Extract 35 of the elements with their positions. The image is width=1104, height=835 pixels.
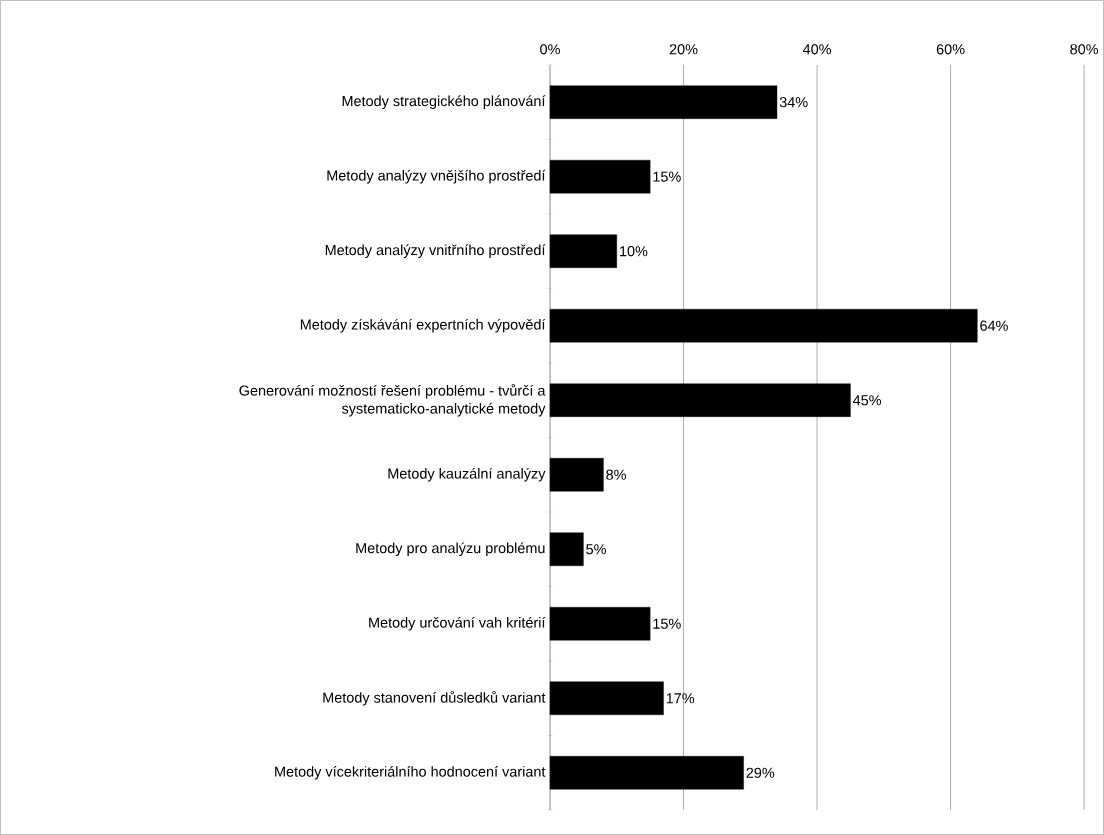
x-tick-label: 20% (669, 44, 698, 55)
bar (549, 85, 778, 119)
data-label: 17% (666, 693, 695, 704)
y-tick-label: Metody analýzy vnitřního prostředí (325, 244, 546, 259)
y-tick-label: Metody pro analýzu problému (356, 542, 545, 557)
data-label: 8% (606, 469, 626, 480)
bar (549, 383, 851, 417)
data-label: 45% (852, 395, 882, 406)
x-tick-label: 60% (936, 44, 965, 55)
data-label: 15% (653, 618, 681, 629)
x-tick-label: 0% (540, 44, 560, 55)
y-tick-label: Metody získávání expertních výpovědí (300, 318, 546, 333)
bar (549, 234, 617, 268)
bar (549, 681, 664, 716)
y-tick-label: Metody určování vah kritérií (369, 616, 546, 631)
bar (549, 309, 978, 343)
bar (549, 160, 651, 194)
y-tick-label: Metody strategického plánování (342, 95, 546, 110)
y-tick-label: Generování možností řešení problému - tvůrčí a systematicko-analytické metody (239, 383, 546, 417)
bar (549, 756, 744, 790)
y-tick-label: Metody stanovení důsledků variant (323, 690, 546, 706)
bar (549, 532, 584, 566)
bar (549, 607, 651, 641)
data-label: 5% (586, 544, 606, 555)
x-tick-label: 40% (802, 44, 832, 55)
x-tick-label: 80% (1070, 44, 1099, 55)
data-label: 64% (980, 320, 1008, 331)
data-label: 34% (779, 97, 808, 108)
data-label: 15% (653, 171, 681, 182)
y-tick-label: Metody kauzální analýzy (388, 467, 546, 482)
data-label: 10% (620, 246, 648, 257)
y-tick-label: Metody analýzy vnějšího prostředí (327, 169, 546, 184)
data-label: 29% (746, 767, 775, 778)
y-tick-label: Metody vícekriteriálního hodnocení variant (275, 766, 546, 780)
bar (549, 458, 604, 492)
